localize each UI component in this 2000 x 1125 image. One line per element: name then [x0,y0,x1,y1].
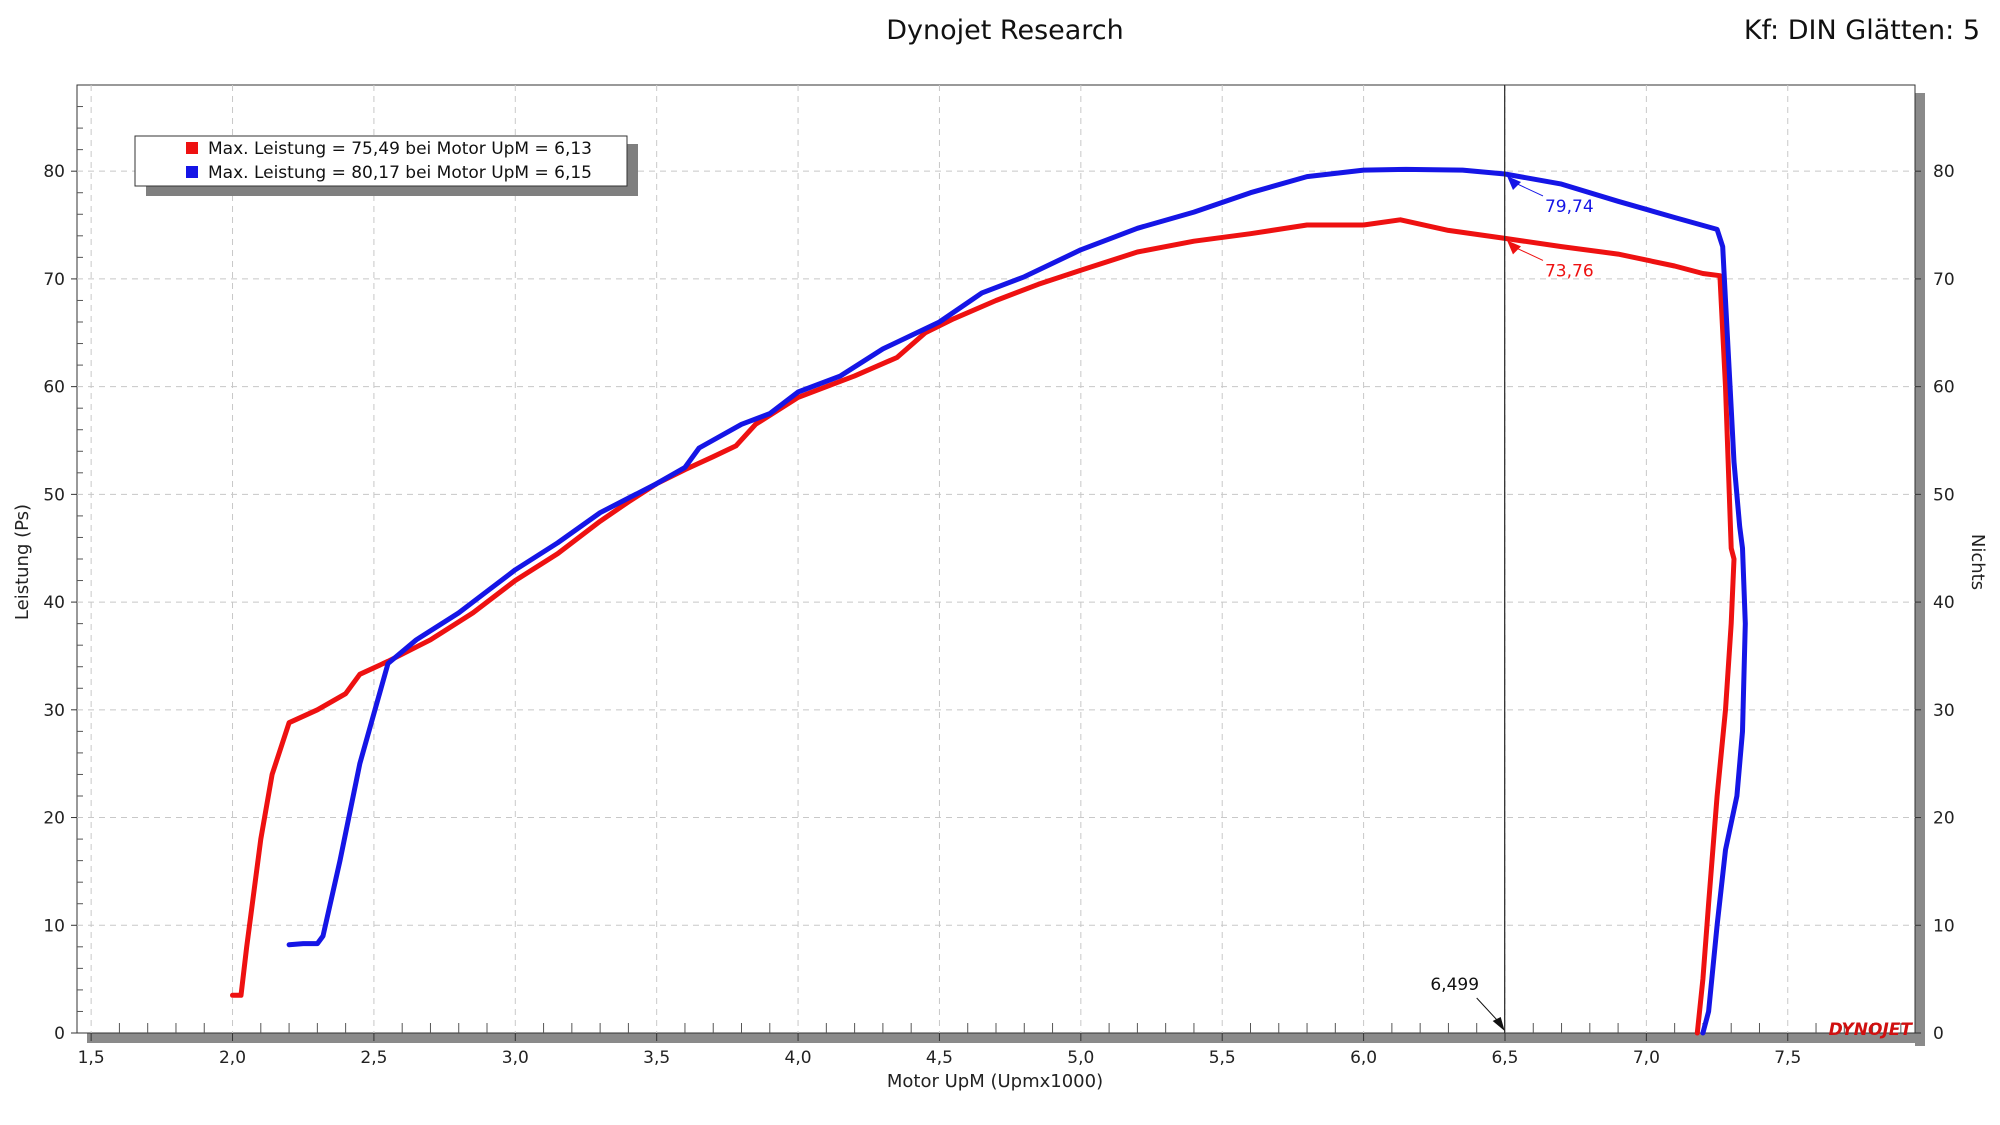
plot-frame [76,84,1925,1046]
x-tick-label: 3,0 [502,1048,529,1068]
x-tick-label: 4,0 [785,1048,812,1068]
plot-area [76,84,1916,1034]
annotations: 6,499 73,76 79,74 [1430,85,1594,1033]
x-tick-label: 1,5 [78,1048,105,1068]
y2-tick-label: 20 [1933,809,1955,829]
legend-box [134,135,628,187]
x-tick-label: 6,0 [1350,1048,1377,1068]
x-tick-label: 2,0 [219,1048,246,1068]
series-2-line [286,166,1748,1036]
frame-shadow-right [1915,93,1925,1046]
x-tick-label: 7,5 [1774,1048,1801,1068]
axis-ticks: 1,5 2,0 2,5 3,0 3,5 4,0 4,5 5,0 5,5 6,0 6,5 7,0 7,5 0… [43,106,1955,1068]
legend-swatch-series-1 [186,142,198,154]
y2-tick-label: 40 [1933,593,1955,613]
x-tick-label: 4,5 [926,1048,953,1068]
x-tick-label: 3,5 [643,1048,670,1068]
y-tick-label: 10 [43,916,65,936]
x-tick-label: 5,0 [1067,1048,1094,1068]
legend-entry-2: Max. Leistung = 80,17 bei Motor UpM = 6,… [208,163,592,183]
y-tick-label: 50 [43,485,65,505]
x-tick-label: 2,5 [360,1048,387,1068]
y2-tick-label: 30 [1933,701,1955,721]
annotation-label-1: 73,76 [1545,261,1594,281]
correction-info: Kf: DIN Glätten: 5 [1744,15,1980,46]
y2-tick-label: 60 [1933,378,1955,398]
y2-axis-title: Nichts [1967,534,1988,590]
chart-title: Dynojet Research [886,15,1124,46]
dynojet-logo: DYNOJET [1829,1020,1914,1040]
annotation-arrowhead-2 [1506,175,1521,190]
x-tick-label: 7,0 [1633,1048,1660,1068]
y2-tick-label: 70 [1933,270,1955,290]
y2-tick-label: 10 [1933,916,1955,936]
x-tick-label: 6,5 [1491,1048,1518,1068]
legend-entry-1: Max. Leistung = 75,49 bei Motor UpM = 6,… [208,139,592,159]
x-tick-label: 5,5 [1209,1048,1236,1068]
legend: Max. Leistung = 75,49 bei Motor UpM = 6,… [134,135,638,196]
y-tick-label: 0 [54,1024,65,1044]
cursor-label: 6,499 [1430,975,1479,995]
y-axis-title: Leistung (Ps) [12,504,33,620]
y2-tick-label: 80 [1933,162,1955,182]
cursor-arrowhead [1492,1017,1505,1031]
y2-tick-label: 0 [1933,1024,1944,1044]
y-tick-label: 40 [43,593,65,613]
legend-swatch-series-2 [186,166,198,178]
y-tick-label: 80 [43,162,65,182]
y-tick-label: 60 [43,378,65,398]
series-lines [230,166,1748,1036]
series-1-line [230,217,1737,1036]
grid-lines [77,85,1915,1033]
frame-shadow-bottom [87,1033,1925,1043]
x-axis-title: Motor UpM (Upmx1000) [887,1071,1103,1092]
y-tick-label: 20 [43,809,65,829]
y-tick-label: 70 [43,270,65,290]
annotation-label-2: 79,74 [1545,197,1594,217]
annotation-arrowhead-1 [1506,240,1521,255]
y2-tick-label: 50 [1933,485,1955,505]
y-tick-label: 30 [43,701,65,721]
